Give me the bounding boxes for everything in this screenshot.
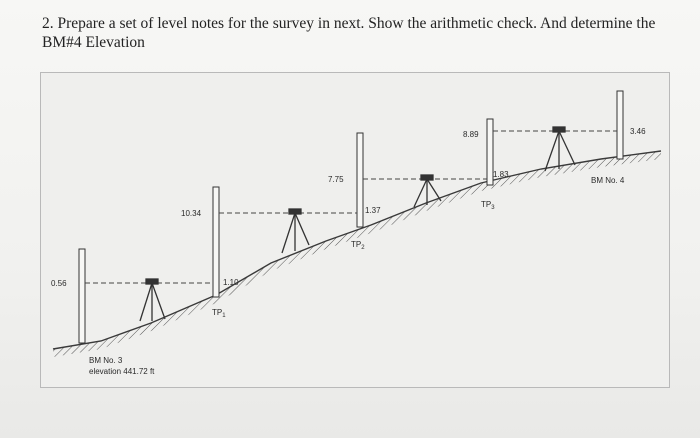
instrument-2 bbox=[281, 208, 310, 254]
reading-fs2: 1.37 bbox=[365, 206, 381, 215]
rod-tp1 bbox=[212, 186, 220, 298]
reading-fs4: 3.46 bbox=[630, 127, 646, 136]
tp1-label: TP1 bbox=[212, 308, 226, 319]
bm4-label: BM No. 4 bbox=[591, 176, 625, 185]
bm3-elevation: elevation 441.72 ft bbox=[89, 367, 155, 376]
reading-bs3: 7.75 bbox=[328, 175, 344, 184]
sight-lines bbox=[85, 130, 617, 284]
leveling-figure: 0.56 1.10 10.34 1.37 7.75 1.83 8.89 3.46… bbox=[40, 72, 670, 388]
rod-tp3 bbox=[486, 118, 494, 186]
ground-hatch bbox=[53, 151, 661, 357]
instrument-4 bbox=[544, 126, 576, 172]
reading-fs1: 1.10 bbox=[223, 278, 239, 287]
rod-bm3 bbox=[78, 248, 86, 344]
bm3-name: BM No. 3 bbox=[89, 356, 123, 365]
rod-tp2 bbox=[356, 132, 364, 228]
rod-bm4 bbox=[616, 90, 624, 160]
leveling-diagram: 0.56 1.10 10.34 1.37 7.75 1.83 8.89 3.46… bbox=[51, 90, 662, 376]
tp2-label: TP2 bbox=[351, 240, 365, 251]
ground-line bbox=[52, 150, 662, 350]
instrument-3 bbox=[413, 174, 442, 208]
question-text: 2. Prepare a set of level notes for the … bbox=[42, 15, 656, 51]
reading-bs1: 0.56 bbox=[51, 279, 67, 288]
tp3-label: TP3 bbox=[481, 200, 495, 211]
reading-bs2: 10.34 bbox=[181, 209, 202, 218]
reading-fs3: 1.83 bbox=[493, 170, 509, 179]
instrument-1 bbox=[139, 278, 166, 322]
reading-bs4: 8.89 bbox=[463, 130, 479, 139]
